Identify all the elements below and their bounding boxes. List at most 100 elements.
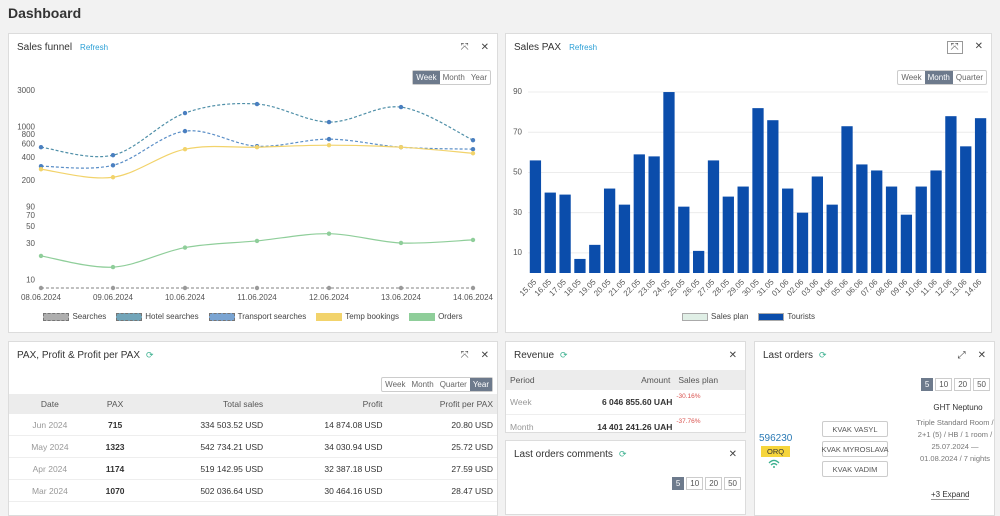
table-cell: -37.76% xyxy=(674,414,745,432)
collapse-icon[interactable]: ⤧ xyxy=(460,41,469,53)
bar xyxy=(529,160,542,273)
data-point xyxy=(38,164,44,169)
x-tick-label: 13.06.2024 xyxy=(381,293,422,302)
panel-header: Last orders comments ⟳ ✕ xyxy=(514,448,737,460)
bar xyxy=(915,186,927,273)
order-row[interactable]: 596230 ORQ KVAK VASYL KVAK MYROSLAVA KVA… xyxy=(755,342,994,515)
period-button[interactable]: Year xyxy=(470,73,487,82)
legend-item[interactable]: Searches xyxy=(43,312,106,321)
period-button[interactable]: Week xyxy=(385,380,406,389)
series-line xyxy=(40,144,474,179)
legend-item[interactable]: Hotel searches xyxy=(116,312,199,321)
period-button[interactable]: Year xyxy=(469,378,492,391)
close-icon[interactable]: ✕ xyxy=(480,349,489,361)
page-size-button[interactable]: 10 xyxy=(686,477,704,490)
refresh-link[interactable]: Refresh xyxy=(569,42,598,52)
data-point xyxy=(398,240,404,246)
bar xyxy=(796,212,809,273)
table-cell: 519 142.95 USD xyxy=(139,457,268,480)
header-row: Date PAX Total sales Profit Profit per PAX xyxy=(9,394,497,414)
close-icon[interactable]: ✕ xyxy=(480,41,489,53)
bar xyxy=(811,176,823,273)
table-cell: 32 387.18 USD xyxy=(267,457,387,480)
data-point xyxy=(110,264,116,270)
last-orders-panel: Last orders ⟳ ⤢ ✕ 5 10 20 50 596230 ORQ KVAK V… xyxy=(754,341,995,516)
collapse-icon[interactable]: ⤧ xyxy=(946,40,963,54)
page-size-button[interactable]: 10 xyxy=(935,378,953,391)
legend-item[interactable]: Tourists xyxy=(758,312,815,321)
legend-item[interactable]: Transport searches xyxy=(208,312,306,321)
x-tick-label: 08.06.2024 xyxy=(21,293,62,302)
panel-title: Last orders xyxy=(763,349,814,361)
y-tick-label: 90 xyxy=(513,87,522,96)
period-button[interactable]: Quarter xyxy=(439,380,467,389)
table-cell: 14 874.08 USD xyxy=(267,414,387,436)
refresh-link[interactable]: Refresh xyxy=(80,42,109,52)
y-tick-label: 600 xyxy=(22,140,36,149)
panel-title: Last orders comments xyxy=(514,448,613,460)
tourist[interactable]: KVAK VASYL xyxy=(822,421,888,437)
page-size-button[interactable]: 20 xyxy=(954,378,972,391)
page-size-button[interactable]: 50 xyxy=(724,477,741,490)
table-cell: Apr 2024 xyxy=(9,457,91,480)
close-icon[interactable]: ✕ xyxy=(977,349,986,361)
table-row: Mar 2024 1070 502 036.64 USD 30 464.16 USD 2… xyxy=(9,479,497,502)
bar xyxy=(678,206,690,273)
period-button[interactable]: Week xyxy=(901,73,922,82)
page-size-button[interactable]: 20 xyxy=(705,477,723,490)
tourist[interactable]: KVAK MYROSLAVA xyxy=(821,441,889,457)
legend-item[interactable]: Temp bookings xyxy=(316,312,399,321)
data-point xyxy=(326,142,332,148)
bar xyxy=(856,164,868,273)
page: Dashboard Sales funnel Refresh ⤧ ✕ Week Mont… xyxy=(8,5,995,516)
page-size-button[interactable]: 50 xyxy=(973,378,990,391)
order-id[interactable]: 596230 xyxy=(759,433,793,444)
data-point xyxy=(398,145,404,150)
bar xyxy=(648,156,660,273)
order-status: ORQ xyxy=(761,446,791,457)
table: Period Amount Sales plan Week 6 046 855.60 U… xyxy=(506,370,745,432)
pax-profit-panel: PAX, Profit & Profit per PAX ⟳ ⤧ ✕ Week Mont… xyxy=(8,341,498,516)
period-button[interactable]: Quarter xyxy=(955,73,983,82)
revenue-panel: Revenue ⟳ ✕ Period Amount Sales plan Week 6 04… xyxy=(505,341,746,433)
legend-swatch xyxy=(43,312,70,321)
period-button[interactable]: Month xyxy=(411,380,434,389)
page-size-button[interactable]: 5 xyxy=(671,477,685,490)
collapse-icon[interactable]: ⤧ xyxy=(460,349,469,361)
period-button[interactable]: Month xyxy=(924,71,953,84)
bar xyxy=(752,108,764,273)
expand-link[interactable]: +3 Expand xyxy=(931,490,970,500)
bar xyxy=(974,118,987,273)
data-point xyxy=(326,136,332,142)
close-icon[interactable]: ✕ xyxy=(728,349,737,361)
data-point xyxy=(398,104,404,110)
close-icon[interactable]: ✕ xyxy=(974,40,983,52)
table-row: Jun 2024 715 334 503.52 USD 14 874.08 USD 20… xyxy=(9,414,497,436)
pager: 5 10 20 50 xyxy=(920,378,990,391)
y-tick-label: 1000 xyxy=(17,123,35,132)
page-size-button[interactable]: 5 xyxy=(920,378,934,391)
comments-panel: Last orders comments ⟳ ✕ 5 10 20 50 xyxy=(505,440,746,515)
table-row: May 2024 1323 542 734.21 USD 34 030.94 USD 2… xyxy=(9,435,497,458)
close-icon[interactable]: ✕ xyxy=(728,448,737,460)
data-point xyxy=(182,146,188,152)
legend-item[interactable]: Orders xyxy=(409,312,463,321)
page-title: Dashboard xyxy=(8,5,82,21)
data-point xyxy=(182,245,188,250)
y-tick-label: 3000 xyxy=(17,86,35,95)
bar xyxy=(737,186,749,273)
expand-icon[interactable]: ⤢ xyxy=(957,349,966,361)
bar xyxy=(900,214,913,273)
table-cell: 542 734.21 USD xyxy=(139,435,268,458)
bar xyxy=(841,126,853,273)
period-button[interactable]: Month xyxy=(442,73,465,82)
data-point xyxy=(254,285,260,291)
period-button[interactable]: Week xyxy=(413,71,440,84)
legend-item[interactable]: Sales plan xyxy=(682,312,748,321)
data-point xyxy=(326,119,332,125)
table-cell: Week xyxy=(506,390,555,415)
tourist[interactable]: KVAK VADIM xyxy=(822,461,888,477)
column-header: Sales plan xyxy=(674,370,745,390)
table-cell: 34 030.94 USD xyxy=(267,435,387,458)
data-point xyxy=(254,238,260,244)
